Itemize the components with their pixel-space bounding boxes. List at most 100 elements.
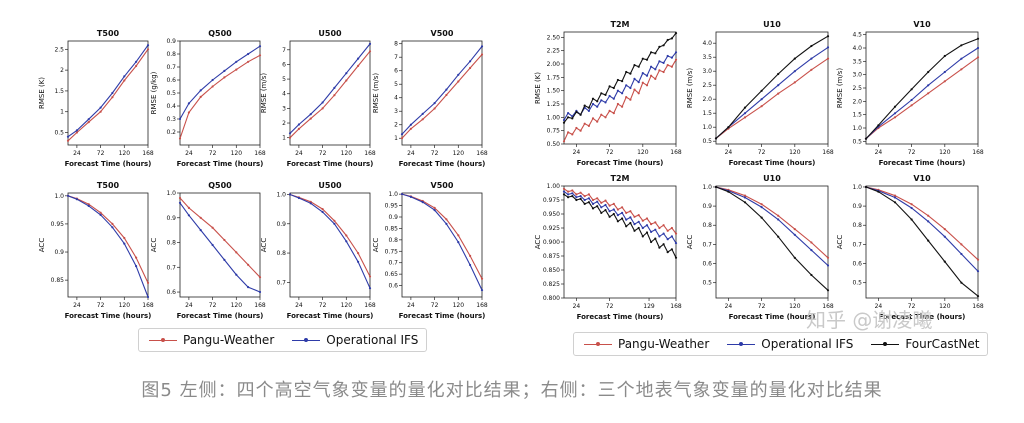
data-point-fcn [637,65,640,68]
data-point-ifs [297,123,300,126]
data-point-fcn [608,85,611,88]
data-point-pangu [893,116,897,119]
data-point-ifs [658,60,661,63]
data-point-pangu [662,224,665,227]
plot-frame [67,192,149,298]
data-point-pangu [235,251,238,254]
data-point-fcn [943,260,946,263]
chart-title: V500 [431,181,454,190]
data-point-pangu [637,214,640,217]
x-axis-label: Forecast Time (hours) [399,160,486,168]
data-point-pangu [111,222,114,225]
y-tick-label: 0.9 [54,249,64,256]
y-tick-label: 0.2 [166,129,176,136]
data-point-pangu [99,110,102,113]
data-point-pangu [562,140,566,143]
data-point-pangu [258,276,262,279]
chart-panel-t500-acc: T500 24 72 120 168 Forecast Time (hours) 0.85 0… [38,181,154,320]
x-tick-label: 120 [231,150,243,157]
data-point-fcn [927,70,930,74]
data-point-pangu [616,102,620,106]
chart-panel-u10-acc: U10 24 72 120 168 Forecast Time (hours) 0.5 0.6… [686,174,834,321]
data-point-pangu [223,76,226,79]
data-point-pangu [562,187,566,190]
data-point-fcn [893,105,897,108]
data-point-ifs [637,220,640,223]
data-point-ifs [743,112,747,115]
data-point-ifs [583,198,586,202]
data-point-fcn [727,190,730,193]
y-tick-label: 0.95 [51,221,65,228]
pangu-swatch [584,341,612,346]
data-point-ifs [199,229,202,232]
x-tick-label: 24 [725,303,733,310]
y-tick-label: 1.00 [547,114,561,121]
data-point-ifs [433,209,436,212]
y-tick-label: 3.0 [702,68,712,75]
data-point-pangu [187,111,190,114]
data-point-ifs [645,224,649,227]
data-point-ifs [654,68,657,71]
y-axis-label: ACC [260,238,268,253]
chart-title: U500 [318,29,342,38]
data-point-ifs [604,203,607,207]
data-point-ifs [235,60,238,63]
y-axis-label: ACC [534,235,542,250]
watermark: 知乎 @谢凌曦 [806,308,933,332]
data-point-ifs [658,235,661,238]
data-point-ifs [654,228,657,231]
data-point-pangu [674,232,678,235]
data-point-pangu [612,202,615,205]
y-tick-label: 0.6 [388,283,398,290]
data-point-fcn [927,239,930,242]
data-point-pangu [608,109,611,112]
data-point-pangu [75,131,78,134]
data-point-ifs [187,214,190,217]
data-point-fcn [743,201,747,204]
series-line-pangu [179,54,261,139]
data-point-pangu [893,194,897,197]
data-point-fcn [877,190,880,193]
y-tick-label: 6 [282,61,286,68]
chart-panel-t2m-acc: T2M 24 72 129 168 Forecast Time (hours) 0.800 0… [534,174,682,321]
series-line-pangu [179,197,261,278]
data-point-pangu [457,80,460,83]
data-point-pangu [777,92,780,95]
data-point-pangu [604,199,607,202]
data-point-pangu [469,66,472,70]
data-point-ifs [943,235,946,238]
y-tick-label: 1 [60,109,64,116]
y-tick-label: 0.6 [702,261,712,268]
x-axis-label: Forecast Time (hours) [729,159,816,167]
data-point-ifs [400,193,404,196]
data-point-pangu [943,228,946,231]
data-point-ifs [587,197,591,200]
data-point-ifs [469,60,472,63]
data-point-ifs [368,287,372,290]
y-tick-label: 0.6 [166,289,176,296]
data-point-ifs [604,101,607,104]
data-point-ifs [562,190,566,193]
x-tick-label: 120 [789,149,801,156]
series-line-pangu [715,186,829,259]
data-point-pangu [457,234,460,237]
data-point-ifs [760,206,763,209]
data-point-fcn [633,64,636,67]
y-tick-label: 0.7 [166,64,176,71]
y-tick-label: 0.4 [166,103,176,110]
y-tick-label: 2.50 [547,34,561,41]
data-point-ifs [309,202,312,205]
data-point-pangu [178,137,182,140]
data-point-pangu [670,65,674,68]
data-point-ifs [409,195,412,198]
y-tick-label: 0.975 [543,197,560,204]
y-tick-label: 0.7 [166,264,176,271]
y-axis-label: RMSE (m/s) [836,68,844,109]
data-point-ifs [99,106,102,109]
data-point-pangu [333,94,336,97]
data-point-fcn [654,52,657,55]
data-point-ifs [612,208,615,211]
data-point-ifs [66,194,70,197]
x-tick-label: 120 [939,149,951,156]
